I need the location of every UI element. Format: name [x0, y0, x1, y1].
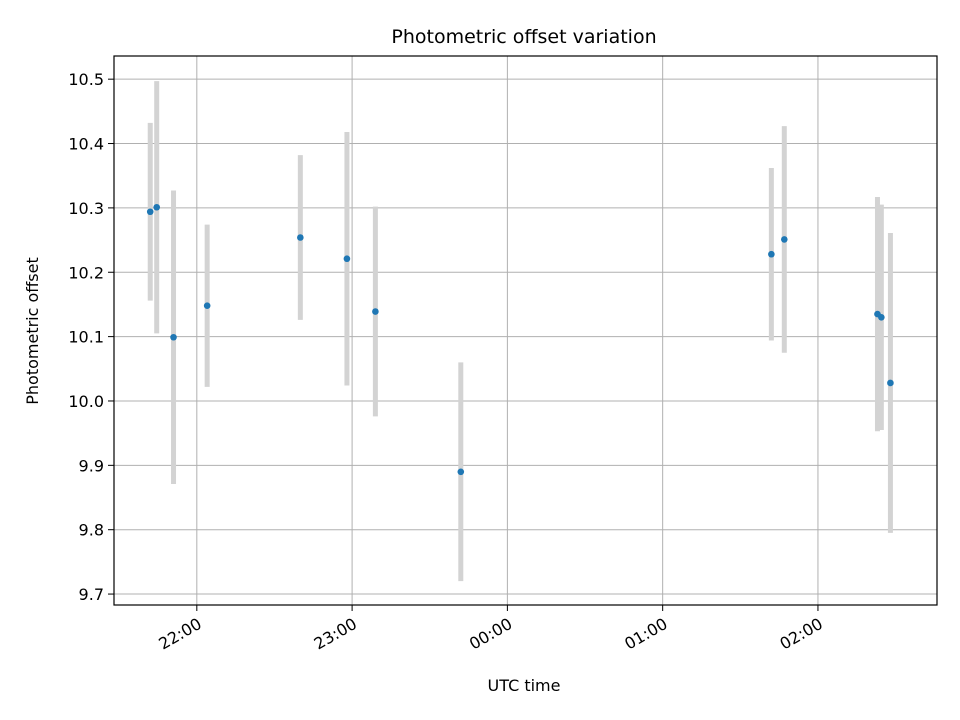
y-axis-label: Photometric offset	[23, 257, 42, 405]
data-point	[343, 255, 351, 263]
data-point	[372, 308, 379, 315]
data-point	[781, 236, 788, 243]
y-tick-label: 9.8	[79, 521, 104, 540]
y-tick-label: 10.2	[68, 263, 104, 282]
y-axis-ticks: 9.7 9.8 9.9 10.0 10.1 10.2 10.3 10.4 10.5	[68, 70, 114, 604]
y-tick-label: 10.3	[68, 199, 104, 218]
y-tick-label: 10.5	[68, 70, 104, 89]
data-point	[146, 208, 154, 216]
x-axis-label: UTC time	[488, 676, 561, 695]
y-tick-label: 10.4	[68, 135, 104, 154]
y-tick-label: 9.7	[79, 585, 104, 604]
data-point	[170, 333, 177, 341]
data-point	[887, 379, 894, 387]
data-point	[457, 468, 465, 476]
y-tick-label: 10.1	[68, 328, 104, 347]
data-point	[153, 203, 161, 211]
data-point	[768, 250, 775, 258]
plot-frame	[113, 55, 938, 606]
chart-title: Photometric offset variation	[391, 26, 656, 48]
y-tick-label: 10.0	[68, 392, 104, 411]
data-points	[146, 203, 894, 476]
grid-lines	[114, 56, 937, 605]
data-point	[297, 234, 304, 241]
y-tick-label: 9.9	[79, 456, 104, 475]
data-point	[203, 302, 211, 310]
data-point	[878, 314, 885, 321]
